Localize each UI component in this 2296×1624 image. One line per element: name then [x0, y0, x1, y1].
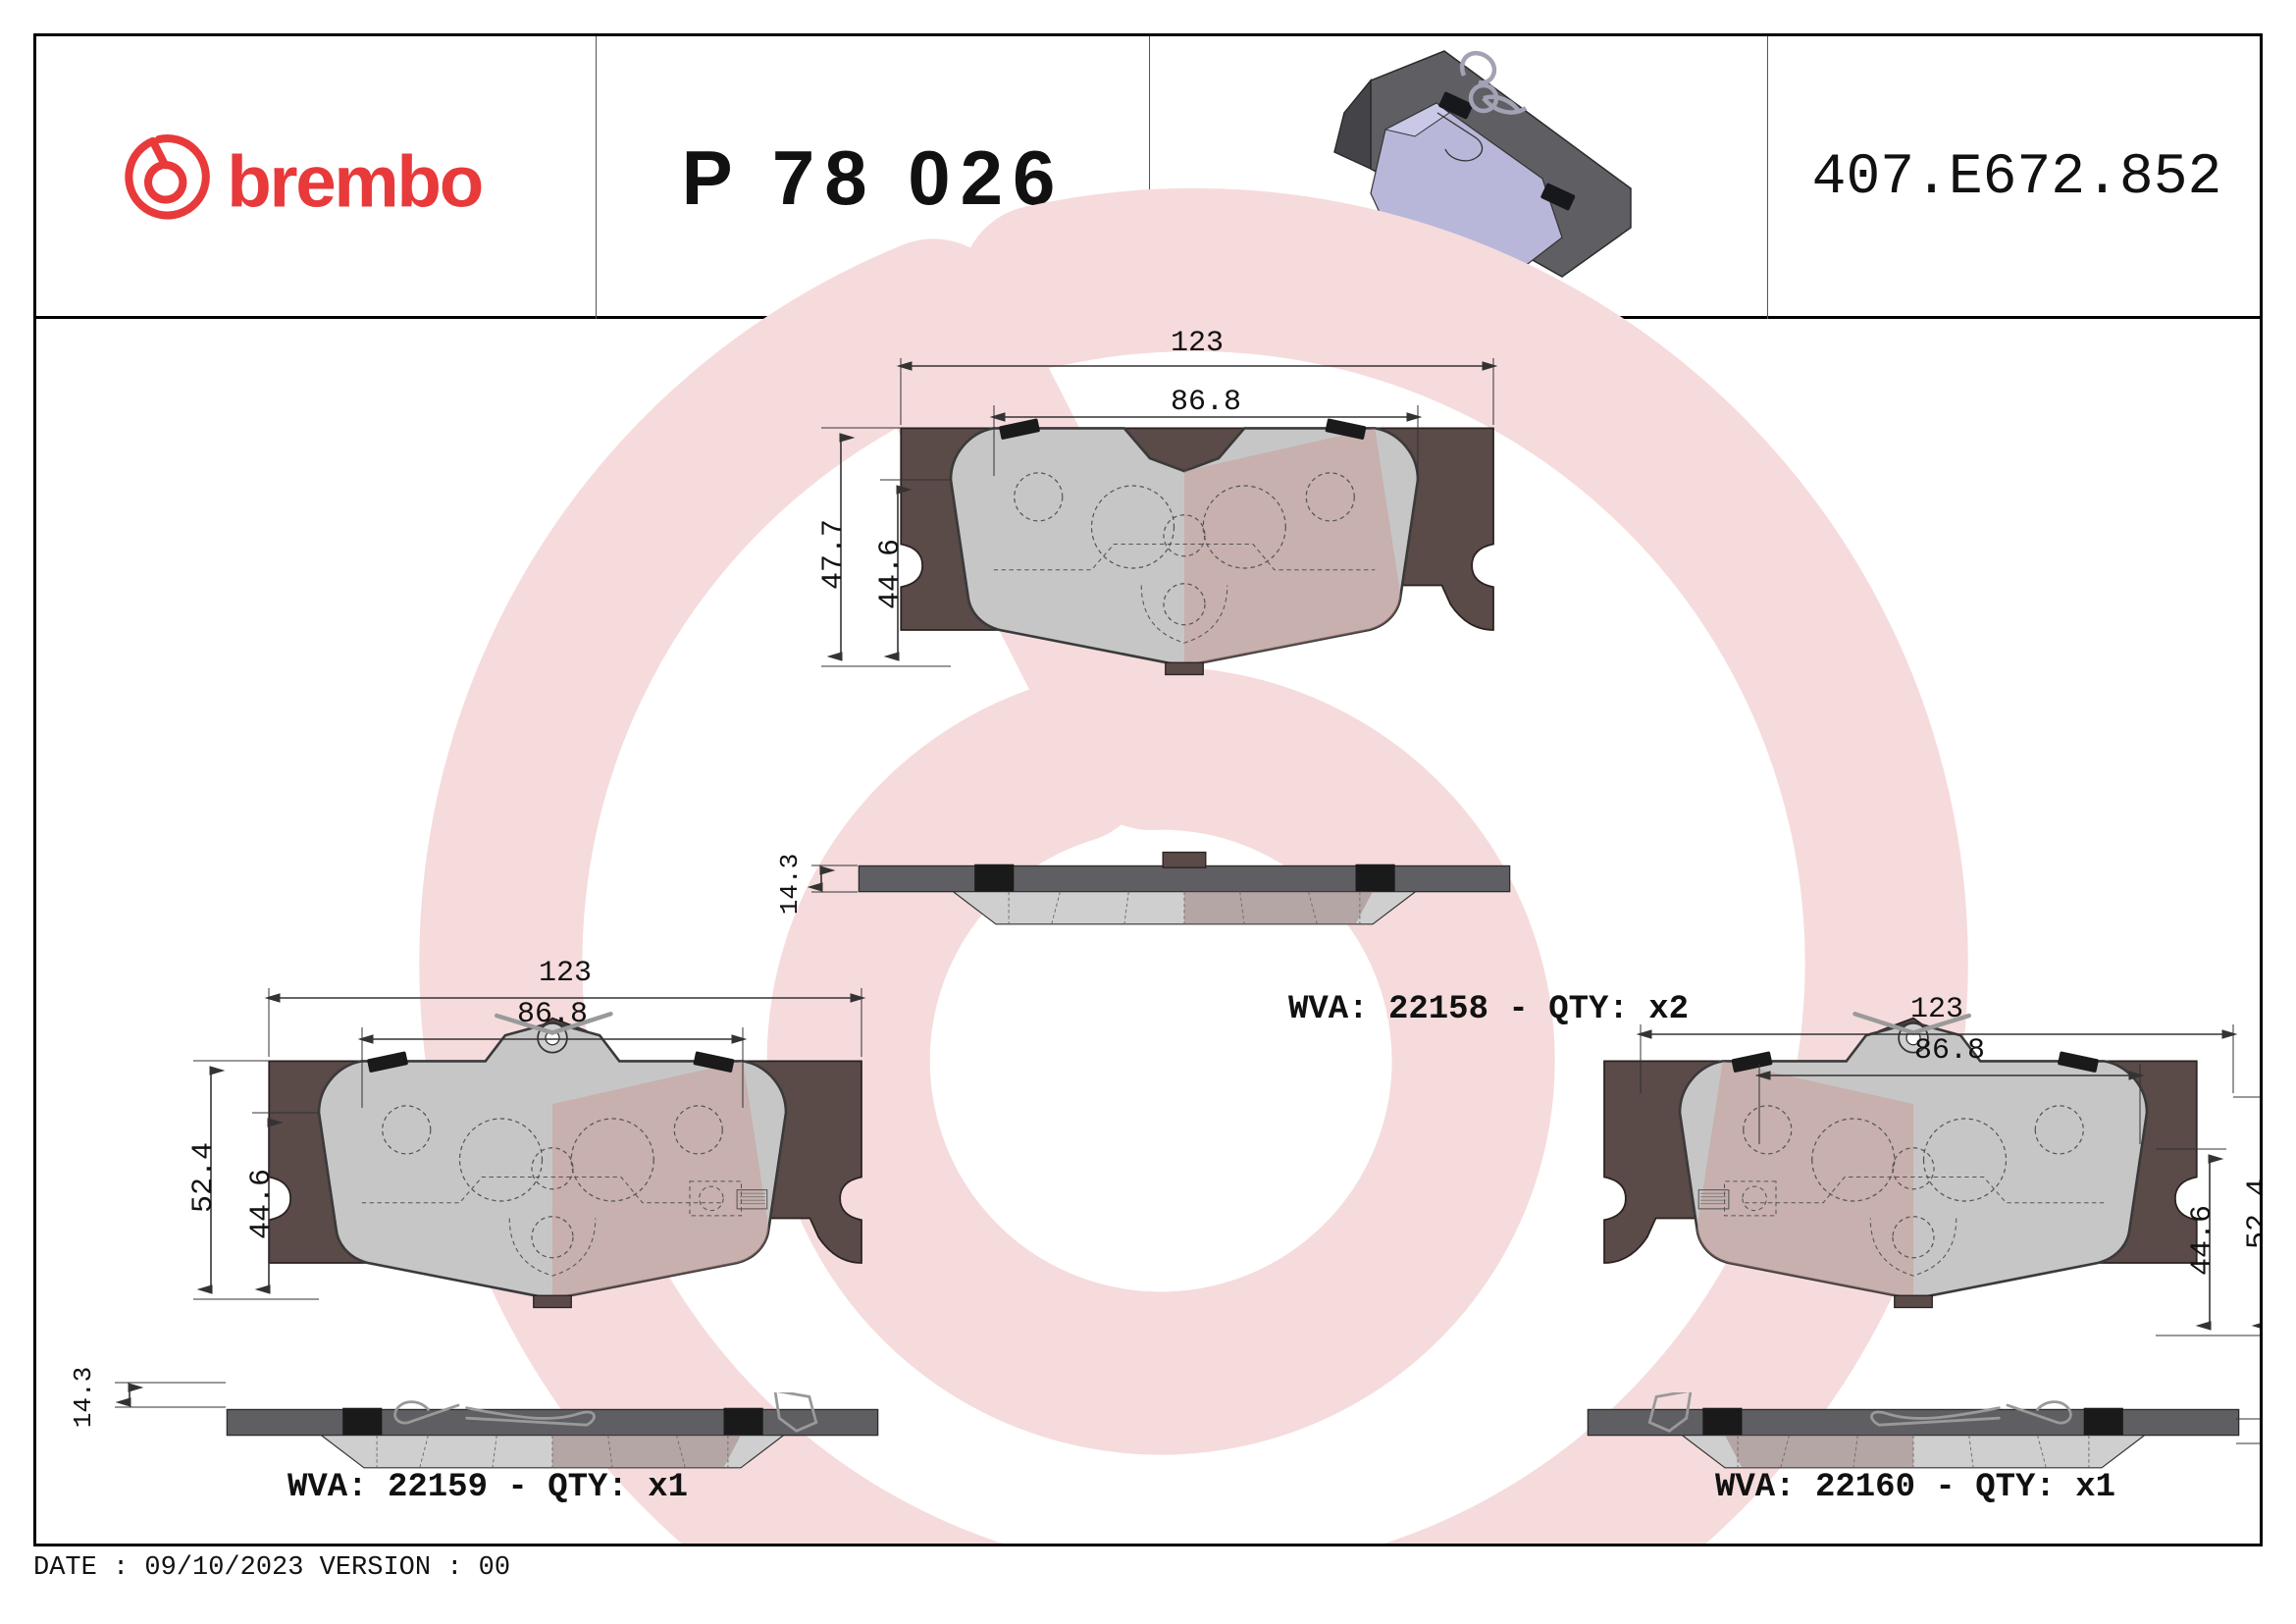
svg-text:52.4: 52.4 [2242, 1179, 2263, 1249]
svg-text:123: 123 [1910, 993, 1963, 1026]
svg-text:44.6: 44.6 [2186, 1205, 2219, 1276]
svg-text:86.8: 86.8 [1914, 1034, 1985, 1068]
svg-text:44.6: 44.6 [874, 539, 908, 609]
svg-text:52.4: 52.4 [187, 1142, 221, 1213]
svg-text:WVA: 22159 - QTY: x1: WVA: 22159 - QTY: x1 [287, 1469, 688, 1506]
svg-text:44.6: 44.6 [245, 1169, 279, 1239]
svg-text:123: 123 [539, 957, 592, 990]
svg-text:86.8: 86.8 [517, 998, 588, 1031]
svg-text:86.8: 86.8 [1171, 386, 1241, 419]
svg-text:47.7: 47.7 [817, 519, 851, 590]
svg-text:14.3: 14.3 [69, 1367, 98, 1428]
svg-text:123: 123 [1171, 327, 1224, 360]
svg-text:WVA: 22158 - QTY: x2: WVA: 22158 - QTY: x2 [1288, 991, 1689, 1028]
svg-text:WVA: 22160 - QTY: x1: WVA: 22160 - QTY: x1 [1715, 1469, 2115, 1506]
svg-text:14.3: 14.3 [775, 854, 805, 915]
